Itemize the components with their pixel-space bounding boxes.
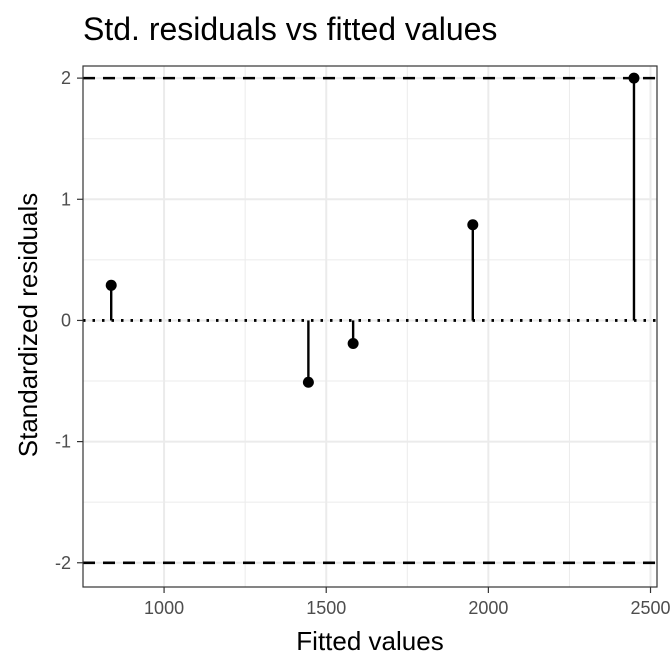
y-tick-label: 2	[61, 68, 71, 88]
y-tick-label: -2	[55, 553, 71, 573]
y-tick-label: -1	[55, 432, 71, 452]
residual-points	[105, 72, 640, 388]
y-axis-title: Standardized residuals	[13, 193, 43, 458]
residual-point	[347, 337, 359, 349]
panel-border	[82, 65, 658, 588]
minor-gridlines	[82, 66, 657, 587]
major-gridlines	[83, 66, 657, 587]
x-tick-label: 1000	[144, 598, 184, 618]
residual-point	[302, 376, 314, 388]
residual-point	[467, 219, 479, 231]
x-tick-label: 2000	[468, 598, 508, 618]
x-tick-label: 1500	[306, 598, 346, 618]
x-tick-label: 2500	[630, 598, 670, 618]
y-axis-ticks: -2 -1 0 1 2	[55, 68, 83, 573]
y-tick-label: 1	[61, 189, 71, 209]
y-tick-label: 0	[61, 310, 71, 330]
residual-point	[105, 279, 117, 291]
reference-lines	[83, 76, 657, 565]
x-axis-ticks: 1000 1500 2000 2500	[144, 587, 671, 618]
residual-stems	[110, 78, 636, 383]
x-axis-title: Fitted values	[296, 626, 443, 656]
residual-point	[628, 72, 640, 84]
chart-title: Std. residuals vs fitted values	[83, 11, 497, 47]
